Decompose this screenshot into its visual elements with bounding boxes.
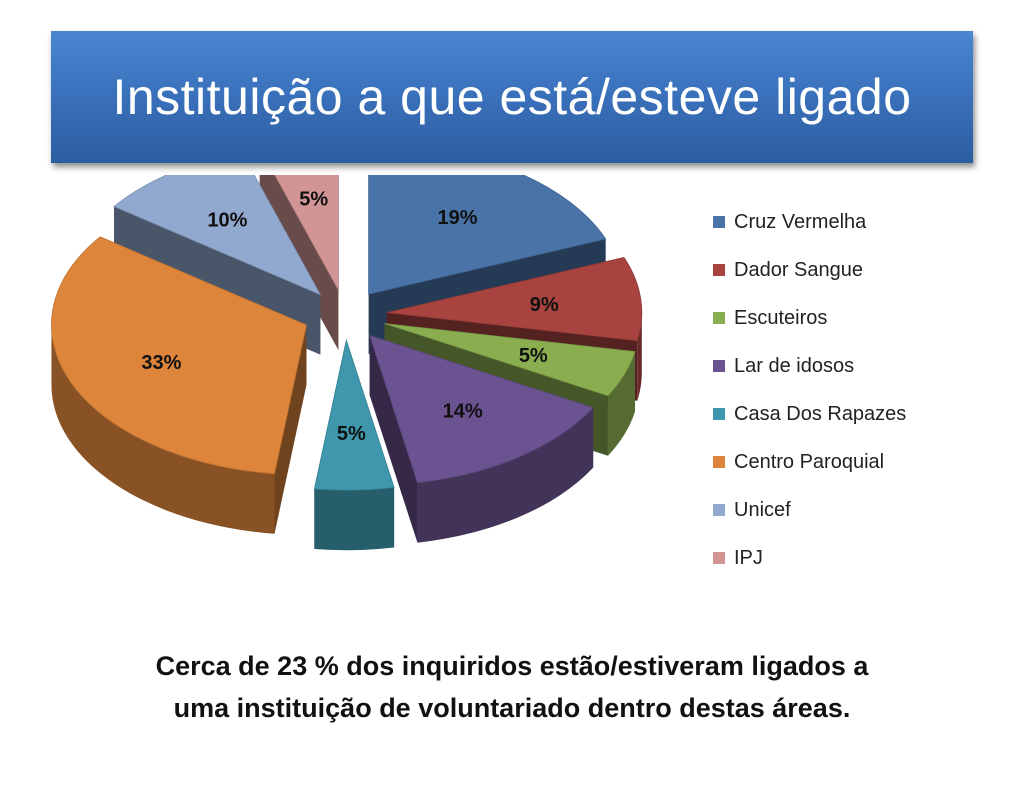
legend-label: IPJ	[734, 546, 763, 569]
legend-label: Cruz Vermelha	[734, 210, 867, 233]
legend-item-cruz-vermelha: Cruz Vermelha	[713, 198, 1013, 246]
data-label-4: 5%	[337, 423, 366, 445]
legend-swatch	[713, 216, 725, 228]
legend-label: Unicef	[734, 498, 791, 521]
legend-label: Centro Paroquial	[734, 450, 885, 473]
pie-slice-dador-sangue	[386, 256, 643, 342]
data-label-1: 9%	[530, 294, 559, 316]
data-label-5: 33%	[141, 352, 181, 374]
caption: Cerca de 23 % dos inquiridos estão/estiv…	[60, 645, 964, 729]
pie-slice-escuteiros	[384, 323, 636, 397]
legend-swatch	[713, 552, 725, 564]
legend-label: Casa Dos Rapazes	[734, 402, 907, 425]
data-label-2: 5%	[519, 345, 548, 367]
caption-line-1: Cerca de 23 % dos inquiridos estão/estiv…	[155, 651, 869, 681]
legend-item-unicef: Unicef	[713, 486, 1013, 534]
data-label-0: 19%	[437, 207, 477, 229]
title-bar: Instituição a que está/esteve ligado	[51, 31, 973, 163]
pie-slice-side-3	[417, 407, 594, 543]
legend-swatch	[713, 408, 725, 420]
legend-swatch	[713, 456, 725, 468]
pie-slice-ipj	[274, 175, 339, 291]
pie-slice-side-1	[637, 312, 642, 401]
pie-slice-centro-paroquial	[51, 236, 307, 475]
caption-line-2: uma instituição de voluntariado dentro d…	[173, 693, 851, 723]
legend-item-casa-dos-rapazes: Casa Dos Rapazes	[713, 390, 1013, 438]
legend-label: Dador Sangue	[734, 258, 863, 281]
data-label-6: 10%	[207, 209, 247, 231]
data-label-7: 5%	[299, 188, 328, 210]
legend-item-lar-de-idosos: Lar de idosos	[713, 342, 1013, 390]
legend-label: Lar de idosos	[734, 354, 855, 377]
pie-labels: 19% 9% 5% 14% 5% 33% 10% 5%	[141, 188, 559, 445]
legend-item-dador-sangue: Dador Sangue	[713, 246, 1013, 294]
legend-item-ipj: IPJ	[713, 534, 1013, 582]
legend-item-escuteiros: Escuteiros	[713, 294, 1013, 342]
legend-swatch	[713, 360, 725, 372]
pie-slice-lar-de-idosos	[369, 334, 594, 484]
pie-slice-side-5	[51, 325, 275, 534]
legend-swatch	[713, 264, 725, 276]
legend-label: Escuteiros	[734, 306, 828, 329]
pie-slice-casa-dos-rapazes	[313, 338, 395, 491]
pie-tops	[51, 175, 643, 491]
pie-slice-unicef	[113, 175, 322, 296]
legend-swatch	[713, 504, 725, 516]
pie-slice-cruz-vermelha	[368, 175, 607, 295]
pie-chart: 19% 9% 5% 14% 5% 33% 10% 5%	[51, 175, 643, 551]
pie-slice-side-2	[607, 351, 636, 456]
pie-slice-wall-3-1	[369, 335, 418, 543]
page-title: Instituição a que está/esteve ligado	[112, 69, 912, 125]
legend-item-centro-paroquial: Centro Paroquial	[713, 438, 1013, 486]
legend-swatch	[713, 312, 725, 324]
pie-slice-side-4	[314, 487, 395, 551]
chart-legend: Cruz Vermelha Dador Sangue Escuteiros Lar d…	[713, 198, 1013, 582]
data-label-3: 14%	[443, 401, 483, 423]
